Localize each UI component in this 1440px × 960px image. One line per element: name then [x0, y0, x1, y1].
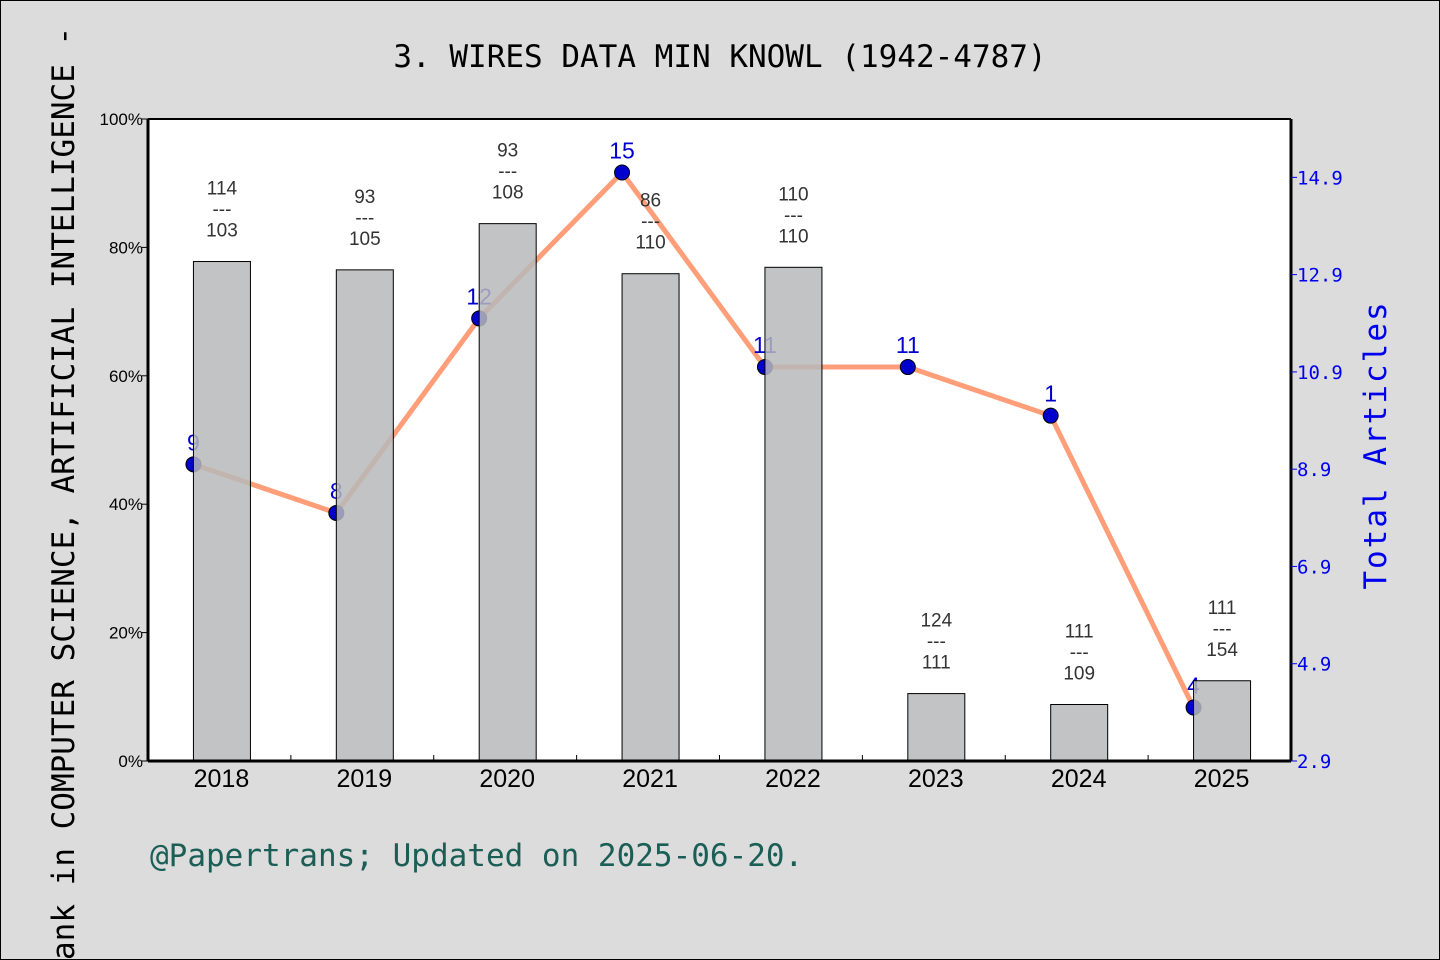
bar-label-top: 110	[778, 184, 808, 205]
bar-label-sep: ---	[784, 205, 803, 226]
left-tick-label: 100%	[100, 110, 143, 129]
bar-label-sep: ---	[1070, 643, 1089, 664]
x-tick-label: 2024	[1051, 765, 1107, 793]
line-point-label: 1	[1044, 381, 1057, 407]
footer-note: @Papertrans; Updated on 2025-06-20.	[150, 838, 803, 874]
bar-label-bottom: 108	[492, 183, 524, 204]
x-tick-label: 2021	[622, 765, 678, 793]
left-axis-label: ank in COMPUTER SCIENCE, ARTIFICIAL INTE…	[46, 27, 82, 960]
bar-label-sep: ---	[498, 162, 517, 183]
x-tick-label: 2025	[1194, 765, 1250, 793]
right-tick-label: 8.9	[1297, 459, 1331, 481]
bar-label-bottom: 103	[206, 221, 238, 242]
line-marker	[1042, 407, 1059, 424]
bar-label-sep: ---	[212, 200, 231, 221]
bar-label-top: 111	[1065, 622, 1094, 643]
right-tick-label: 10.9	[1297, 362, 1343, 384]
line-marker	[614, 164, 631, 181]
x-tick-label: 2019	[337, 765, 393, 793]
bar-label-bottom: 110	[778, 226, 808, 247]
bar	[764, 266, 823, 762]
plot-area	[148, 119, 1291, 761]
bar	[335, 269, 394, 762]
bar-label-bottom: 109	[1063, 664, 1095, 685]
bar-label-bottom: 105	[349, 229, 381, 250]
bar-label-top: 111	[1208, 598, 1237, 619]
bar	[907, 693, 966, 762]
bar-label-sep: ---	[927, 632, 946, 653]
bar-label-bottom: 154	[1206, 640, 1238, 661]
right-tick-label: 12.9	[1297, 265, 1343, 287]
bar-label-top: 93	[354, 187, 375, 208]
bar	[192, 261, 251, 762]
left-tick-label: 0%	[118, 752, 143, 771]
right-tick-label: 6.9	[1297, 556, 1331, 578]
bar-label-bottom: 111	[922, 653, 951, 674]
bar-label-bottom: 110	[635, 233, 665, 254]
bar-label-sep: ---	[355, 208, 374, 229]
right-tick-label: 4.9	[1297, 654, 1331, 676]
x-tick-label: 2018	[194, 765, 250, 793]
x-tick-label: 2020	[479, 765, 535, 793]
bar-label-sep: ---	[641, 212, 660, 233]
right-tick-label: 14.9	[1297, 167, 1343, 189]
left-tick-label: 40%	[109, 495, 143, 514]
line-point-label: 15	[609, 138, 635, 164]
left-tick-label: 60%	[109, 367, 143, 386]
right-axis-label: Total Articles	[1358, 300, 1394, 589]
x-tick-label: 2023	[908, 765, 964, 793]
line-marker	[899, 359, 916, 376]
chart-title: 3. WIRES DATA MIN KNOWL (1942-4787)	[393, 39, 1046, 75]
bar-label-top: 93	[497, 141, 518, 162]
right-tick-label: 2.9	[1297, 751, 1331, 773]
bar	[1193, 680, 1252, 762]
bar	[1050, 704, 1109, 762]
bar-label-top: 86	[640, 191, 661, 212]
x-tick-label: 2022	[765, 765, 821, 793]
bar-label-sep: ---	[1213, 619, 1232, 640]
left-tick-label: 80%	[109, 238, 143, 257]
line-point-label: 11	[896, 332, 920, 358]
bar	[478, 223, 537, 762]
bar-label-top: 124	[920, 611, 952, 632]
bar	[621, 273, 680, 762]
left-tick-label: 20%	[109, 624, 143, 643]
bar-label-top: 114	[207, 179, 238, 200]
